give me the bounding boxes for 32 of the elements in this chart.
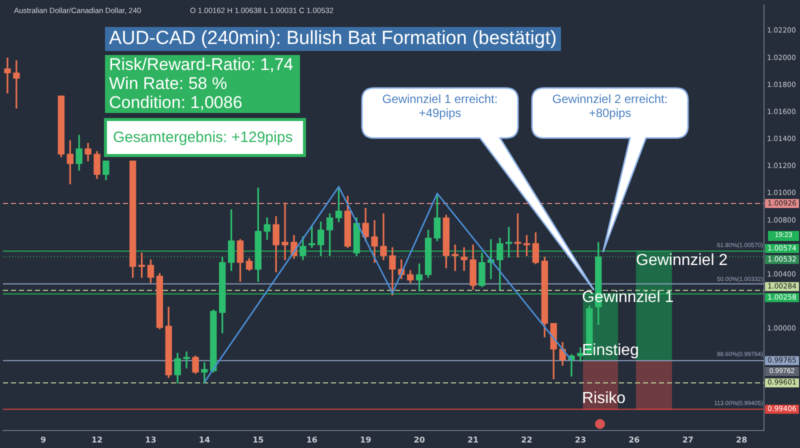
annotation: Win Rate: 58 %: [109, 74, 228, 93]
candlestick: [183, 352, 190, 368]
annotation: Gewinnziel 2: [636, 252, 728, 270]
candlestick: [13, 60, 20, 108]
x-tick-label: 12: [91, 435, 103, 444]
x-tick-label: 27: [682, 435, 694, 444]
x-tick-label: 21: [467, 435, 480, 444]
candlestick: [4, 58, 11, 94]
candlestick: [380, 213, 387, 260]
candlestick: [201, 362, 208, 384]
x-tick-label: 23: [574, 435, 586, 444]
annotation: Einstieg: [582, 342, 639, 360]
x-tick-label: 9: [40, 435, 46, 444]
x-tick-label: 22: [521, 435, 532, 444]
text: AUD-CAD (240min): Bullish Bat Formation (bestätigt): [105, 27, 561, 51]
annotation: Gewinnziel 1: [582, 288, 674, 307]
x-tick-label: 26: [628, 435, 640, 444]
x-tick-label: 16: [306, 435, 318, 444]
x-tick-label: 28: [736, 435, 748, 444]
candlestick: [460, 247, 468, 271]
candlestick: [282, 202, 288, 260]
x-tick-label: 14: [198, 435, 210, 444]
x-tick-label: 20: [414, 435, 426, 444]
annotation: Gewinnziel 2 erreicht: +80pips: [551, 91, 669, 122]
annotation: Gesamtergebnis: +129pips: [104, 118, 306, 157]
annotation: Risiko: [582, 390, 626, 408]
x-tick-label: 15: [252, 435, 264, 444]
x-tick-label: 19: [360, 435, 372, 444]
annotation: Risk/Reward-Ratio: 1,74: [109, 55, 294, 74]
annotation: Condition: 1,0086: [109, 93, 242, 112]
annotation: Gewinnziel 1 erreicht: +49pips: [381, 91, 499, 122]
x-tick-label: 13: [145, 435, 156, 444]
